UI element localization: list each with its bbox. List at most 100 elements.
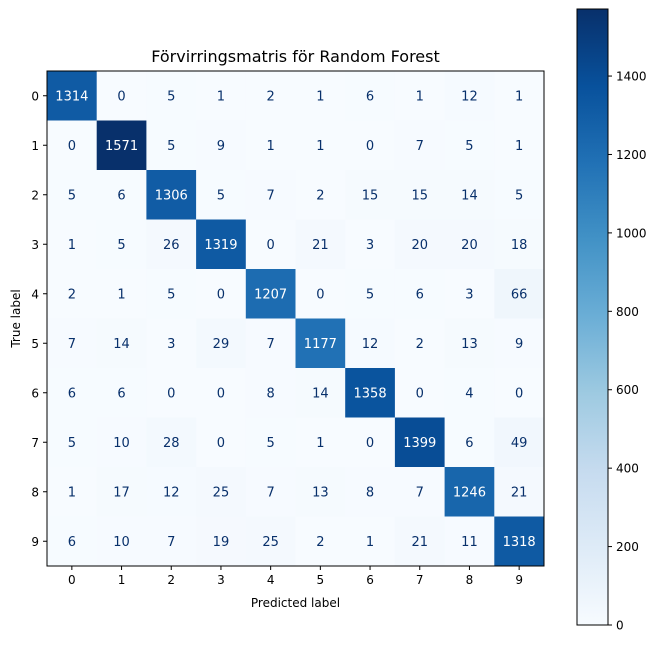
cell-value-6-8: 4	[465, 386, 473, 401]
heatmap-cell-5-6	[345, 318, 396, 369]
x-axis-label: Predicted label	[251, 596, 340, 610]
heatmap-cell-9-8	[444, 516, 495, 567]
colorbar-tick-label-1: 200	[616, 540, 639, 554]
cell-value-2-6: 15	[362, 188, 379, 203]
cell-value-3-7: 20	[411, 238, 428, 253]
heatmap-cell-1-2	[146, 120, 197, 171]
cell-value-8-3: 25	[213, 485, 230, 500]
x-tick-label-4: 4	[267, 573, 275, 587]
cell-value-1-7: 7	[416, 139, 424, 154]
cell-value-2-3: 5	[217, 188, 225, 203]
cell-value-3-6: 3	[366, 238, 374, 253]
cell-value-0-3: 1	[217, 89, 225, 104]
heatmap-cell-8-8	[444, 467, 495, 517]
heatmap-cell-6-4	[245, 368, 296, 418]
heatmap-cell-1-0	[47, 120, 98, 171]
colorbar-tick-label-5: 1000	[616, 226, 647, 240]
y-tick-label-5: 5	[31, 337, 39, 351]
heatmap-cell-7-4	[245, 417, 296, 468]
cell-value-4-9: 66	[511, 287, 528, 302]
heatmap-cell-9-5	[295, 516, 346, 567]
cell-value-9-4: 25	[262, 535, 279, 550]
heatmap-cell-0-7	[394, 71, 446, 121]
heatmap-cell-1-1	[96, 120, 147, 171]
y-tick-label-4: 4	[31, 287, 39, 301]
cell-value-1-8: 5	[465, 139, 473, 154]
heatmap-cell-3-9	[494, 219, 545, 270]
cell-value-8-4: 7	[267, 485, 275, 500]
heatmap-cell-3-7	[394, 219, 446, 270]
colorbar-tick-label-2: 400	[616, 462, 639, 476]
heatmap-cell-9-0	[47, 516, 98, 567]
heatmap-cell-5-8	[444, 318, 495, 369]
cell-value-4-4: 1207	[254, 287, 287, 302]
cell-value-2-4: 7	[267, 188, 275, 203]
cell-labels: 1314 0 5 1 2 1 6 1 12 10 1571 5 9 1 1 0 7 5 15 6 1306 5 7 2 15 15…	[55, 89, 535, 550]
heatmap-cell-5-7	[394, 318, 446, 369]
cell-value-4-0: 2	[68, 287, 76, 302]
cell-value-8-2: 12	[163, 485, 180, 500]
cell-value-8-6: 8	[366, 485, 374, 500]
cell-value-6-9: 0	[515, 386, 523, 401]
heatmap-cell-6-1	[96, 368, 147, 418]
cell-value-7-6: 0	[366, 436, 374, 451]
heatmap-cell-2-5	[295, 170, 346, 220]
cell-value-3-5: 21	[312, 238, 329, 253]
heatmap-cell-0-0	[47, 71, 98, 121]
y-tick-label-6: 6	[31, 386, 39, 400]
cell-value-1-5: 1	[316, 139, 324, 154]
heatmap-cell-4-1	[96, 269, 147, 319]
heatmap-cell-0-5	[295, 71, 346, 121]
heatmap-cell-5-0	[47, 318, 98, 369]
cell-value-9-3: 19	[213, 535, 230, 550]
cell-value-5-6: 12	[362, 337, 379, 352]
heatmap-cell-4-7	[394, 269, 446, 319]
cell-value-6-3: 0	[217, 386, 225, 401]
cell-value-0-5: 1	[316, 89, 324, 104]
cell-value-5-7: 2	[416, 337, 424, 352]
heatmap-cell-4-4	[245, 269, 296, 319]
cell-value-5-5: 1177	[304, 337, 337, 352]
y-tick-label-1: 1	[31, 139, 39, 153]
cell-value-5-1: 14	[113, 337, 130, 352]
cell-value-7-8: 6	[465, 436, 473, 451]
cell-value-6-0: 6	[68, 386, 76, 401]
heatmap-cell-7-6	[345, 417, 396, 468]
cell-value-3-8: 20	[461, 238, 478, 253]
cell-value-0-7: 1	[416, 89, 424, 104]
cell-value-9-5: 2	[316, 535, 324, 550]
y-tick-label-7: 7	[31, 436, 39, 450]
heatmap-cell-3-3	[196, 219, 247, 270]
cell-value-9-2: 7	[167, 535, 175, 550]
heatmap-cells	[47, 71, 545, 567]
cell-value-6-1: 6	[117, 386, 125, 401]
x-tick-label-0: 0	[68, 573, 76, 587]
heatmap-cell-2-2	[146, 170, 197, 220]
heatmap-cell-4-2	[146, 269, 197, 319]
x-tick-label-8: 8	[466, 573, 474, 587]
cell-value-7-5: 1	[316, 436, 324, 451]
heatmap-cell-5-5	[295, 318, 346, 369]
heatmap-cell-9-1	[96, 516, 147, 567]
heatmap-cell-9-4	[245, 516, 296, 567]
heatmap-cell-2-8	[444, 170, 495, 220]
colorbar-tick-label-3: 600	[616, 383, 639, 397]
heatmap-cell-4-6	[345, 269, 396, 319]
heatmap-cell-1-6	[345, 120, 396, 171]
heatmap-cell-1-4	[245, 120, 296, 171]
cell-value-1-0: 0	[68, 139, 76, 154]
heatmap-cell-1-9	[494, 120, 545, 171]
cell-value-0-0: 1314	[55, 89, 88, 104]
heatmap-cell-9-7	[394, 516, 446, 567]
heatmap-cell-0-1	[96, 71, 147, 121]
heatmap-cell-6-9	[494, 368, 545, 418]
heatmap-cell-0-9	[494, 71, 545, 121]
cell-value-2-8: 14	[461, 188, 478, 203]
heatmap-cell-1-5	[295, 120, 346, 171]
heatmap-cell-8-1	[96, 467, 147, 517]
cell-value-1-2: 5	[167, 139, 175, 154]
x-tick-label-5: 5	[317, 573, 325, 587]
cell-value-9-1: 10	[113, 535, 130, 550]
cell-value-6-7: 0	[416, 386, 424, 401]
